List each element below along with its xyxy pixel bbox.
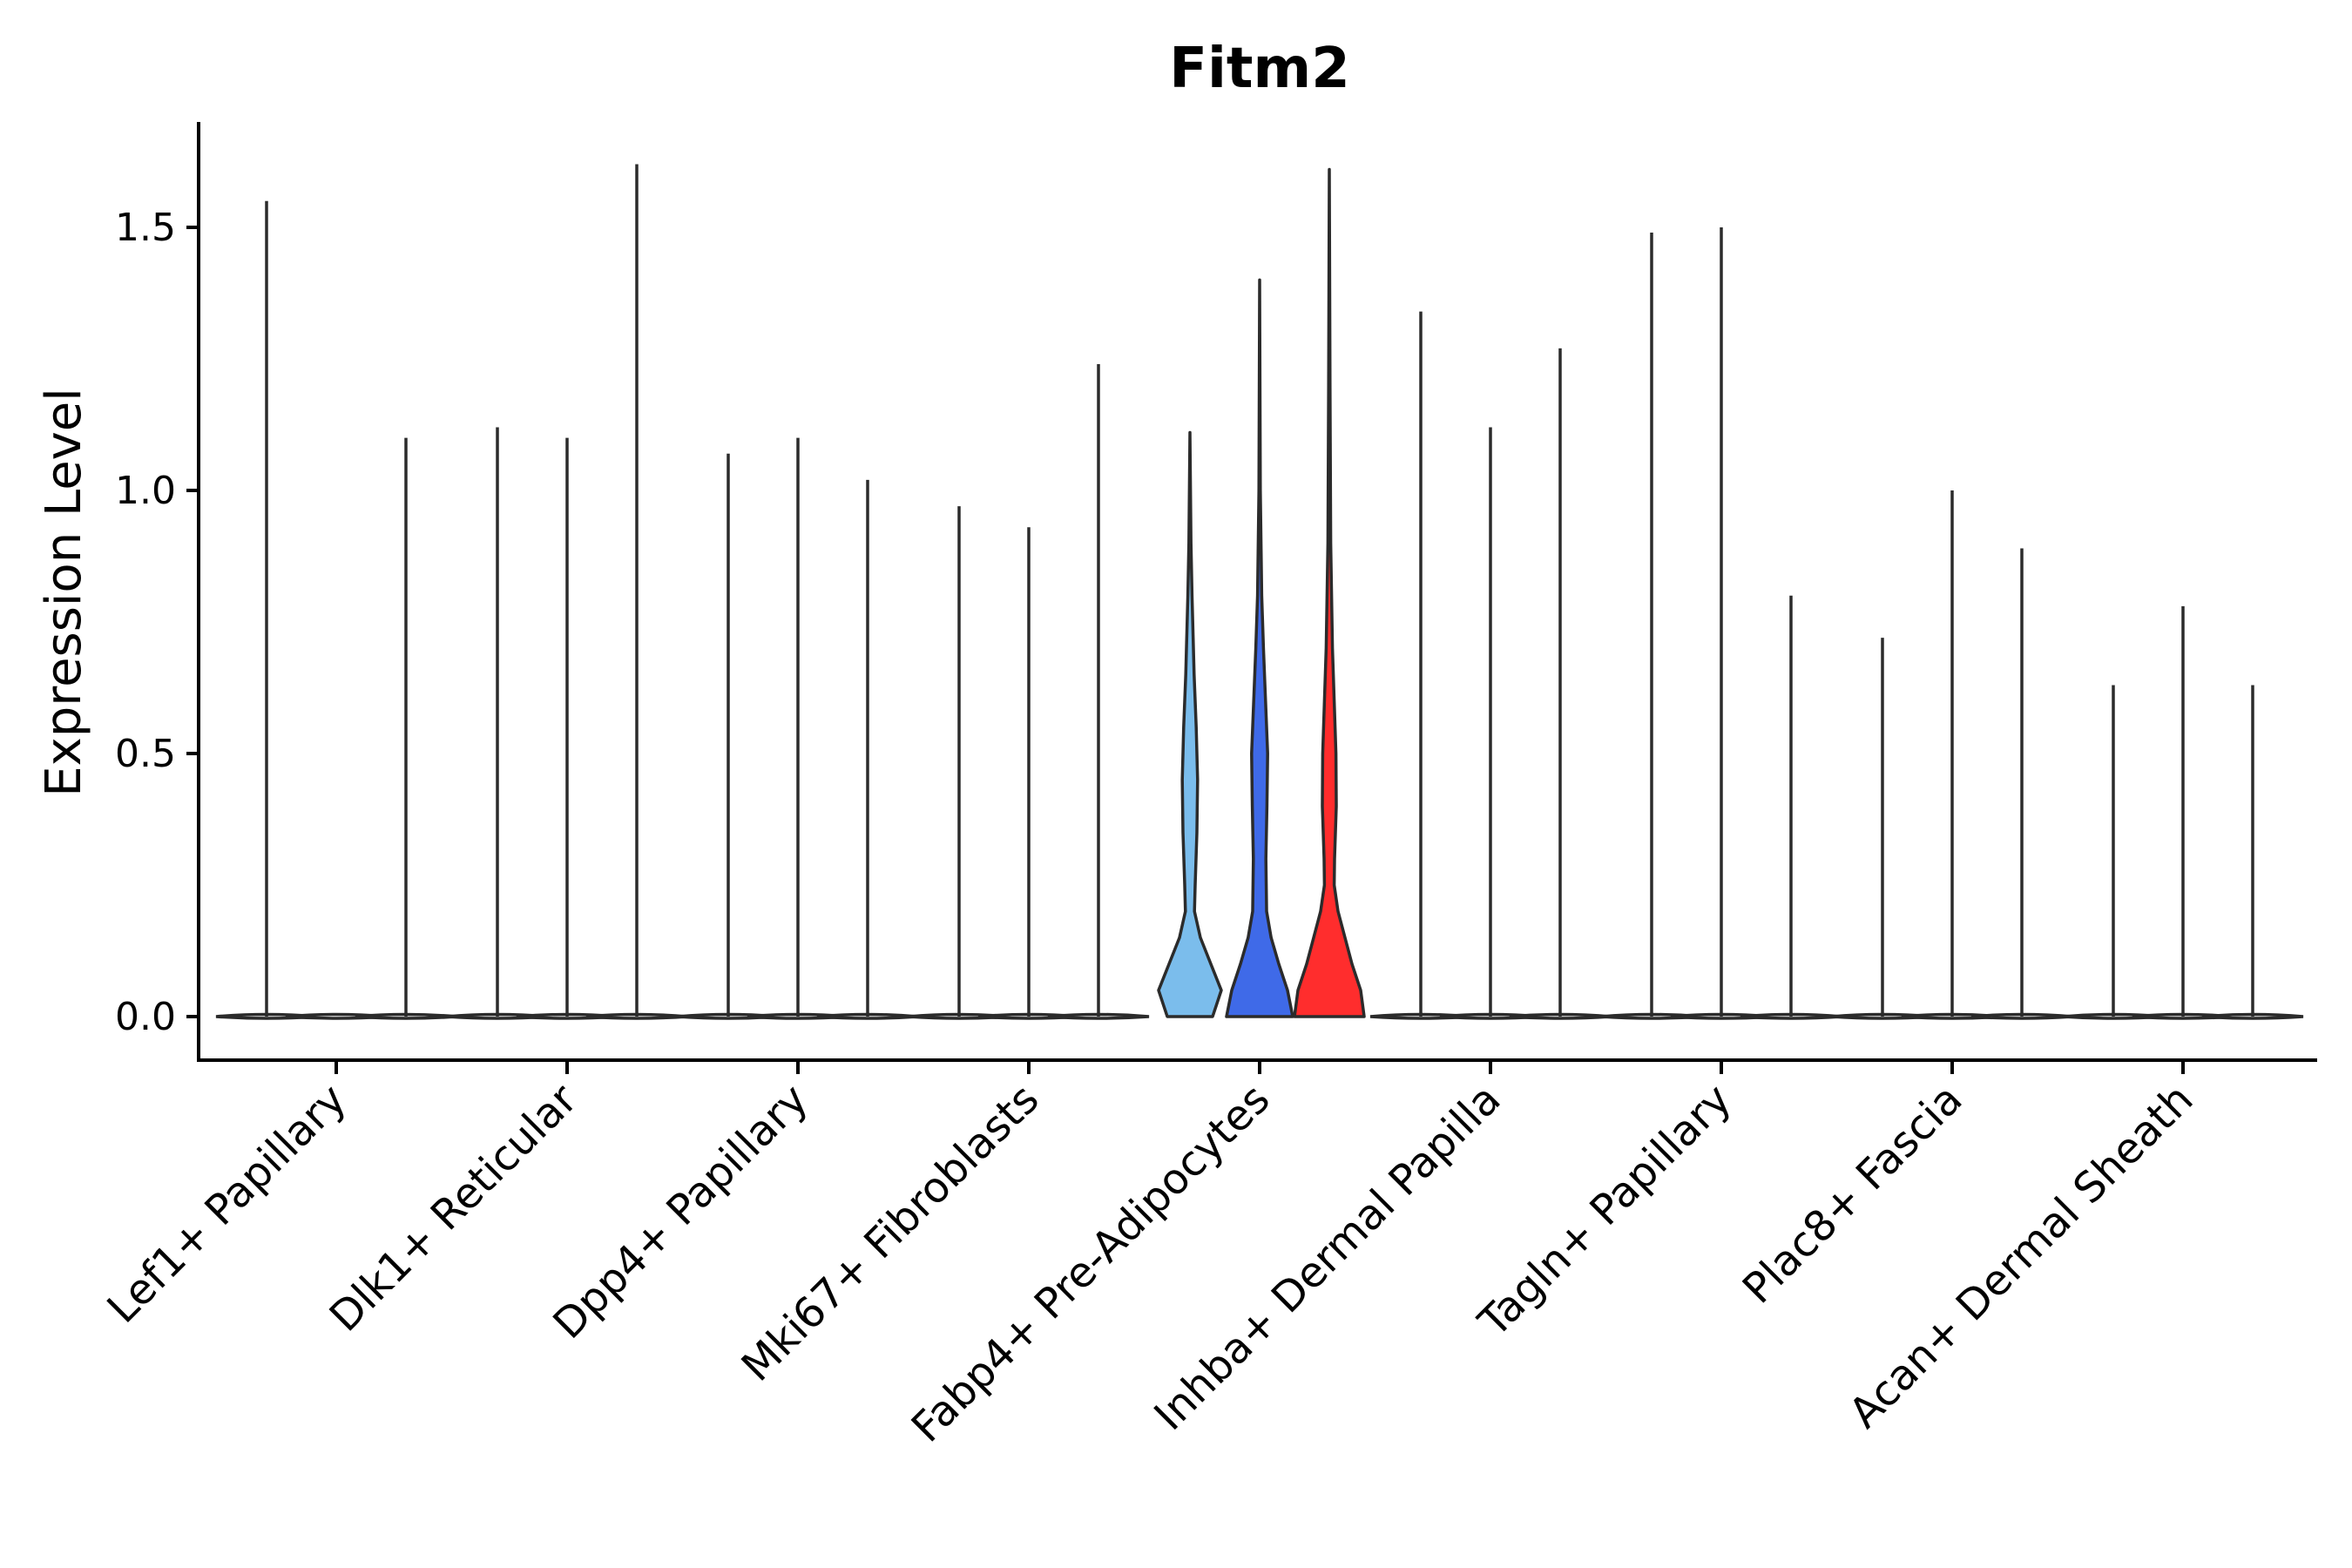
y-tick-label: 1.0	[115, 469, 176, 513]
x-axis	[197, 1058, 2317, 1074]
x-tick-label: Dpp4+ Papillary	[544, 1075, 817, 1348]
x-tick-label: Plac8+ Fascia	[1734, 1075, 1972, 1314]
violin-filled	[1157, 430, 1223, 1018]
x-tick-label: Lef1+ Papillary	[98, 1075, 356, 1333]
violins	[215, 164, 2304, 1020]
y-axis: 0.0 0.5 1.0 1.5	[115, 122, 200, 1060]
y-tick-label: 0.5	[115, 732, 176, 776]
y-tick-label: 1.5	[115, 206, 176, 250]
x-tick-label: Dlk1+ Reticular	[321, 1075, 587, 1342]
y-axis-label: Expression Level	[36, 388, 92, 797]
violin-filled	[1225, 278, 1294, 1018]
y-tick-label: 0.0	[115, 995, 176, 1039]
x-tick-label: Tagln+ Papillary	[1469, 1075, 1740, 1347]
violin-filled	[1293, 167, 1366, 1018]
chart-title: Fitm2	[1169, 37, 1349, 101]
